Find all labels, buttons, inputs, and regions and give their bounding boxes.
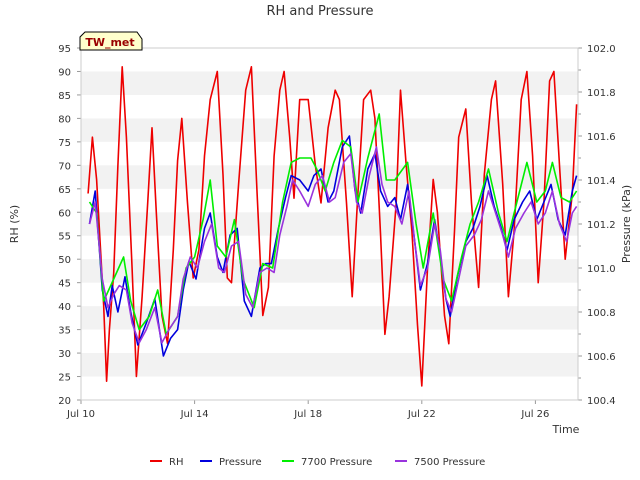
x-tick-label: Jul 14 [180, 409, 209, 420]
series-line-rh [87, 66, 578, 387]
y-left-tick-label: 35 [58, 326, 71, 337]
y-left-tick-label: 95 [58, 44, 71, 55]
y-left-tick-label: 30 [58, 349, 71, 360]
y-right-tick-label: 101.6 [587, 132, 616, 143]
x-axis-ticks: Jul 10 Jul 14 Jul 18 Jul 22 Jul 26 [66, 400, 549, 420]
y-left-tick-label: 20 [58, 396, 71, 407]
grid-band [81, 353, 578, 377]
legend-label-rh: RH [169, 457, 183, 468]
legend-label-pressure: Pressure [219, 457, 262, 468]
y-right-tick-label: 101.2 [587, 220, 616, 231]
grid-band [81, 118, 578, 142]
y-left-tick-label: 85 [58, 91, 71, 102]
y-axis-left-ticks: 20 25 30 35 40 45 50 55 60 65 70 75 80 85 90 95 [58, 44, 81, 407]
y-axis-right-ticks: 100.4 100.6 100.8 101.0 101.2 101.4 101.6 101.8… [578, 44, 616, 407]
y-left-tick-label: 80 [58, 114, 71, 125]
grid-band [81, 259, 578, 283]
chart-title: RH and Pressure [266, 4, 373, 19]
y-right-tick-label: 101.0 [587, 264, 616, 275]
y-right-tick-label: 102.0 [587, 44, 616, 55]
legend-label-7500-pressure: 7500 Pressure [414, 457, 485, 468]
plot-frame [80, 47, 579, 401]
y-right-tick-label: 101.4 [587, 176, 616, 187]
y-left-tick-label: 25 [58, 373, 71, 384]
y-right-tick-label: 100.4 [587, 396, 616, 407]
grid-band [81, 306, 578, 330]
x-tick-label: Jul 26 [520, 409, 549, 420]
tw-met-badge: TW_met [79, 31, 143, 51]
y-left-tick-label: 75 [58, 138, 71, 149]
legend: RH Pressure 7700 Pressure 7500 Pressure [150, 457, 485, 468]
legend-label-7700-pressure: 7700 Pressure [301, 457, 372, 468]
y-left-tick-label: 65 [58, 185, 71, 196]
grid-band [81, 71, 578, 95]
y-axis-right-label: Pressure (kPa) [620, 185, 633, 263]
badge-label: TW_met [85, 36, 134, 49]
series-lines [87, 66, 578, 387]
x-tick-label: Jul 22 [407, 409, 436, 420]
y-right-tick-label: 101.8 [587, 88, 616, 99]
y-right-tick-label: 100.8 [587, 308, 616, 319]
y-left-tick-label: 45 [58, 279, 71, 290]
x-tick-label: Jul 10 [66, 409, 95, 420]
y-left-tick-label: 60 [58, 208, 71, 219]
y-left-tick-label: 55 [58, 232, 71, 243]
y-left-tick-label: 90 [58, 67, 71, 78]
y-axis-left-label: RH (%) [8, 205, 21, 243]
y-left-tick-label: 50 [58, 255, 71, 266]
y-right-tick-label: 100.6 [587, 352, 616, 363]
badge-shape [79, 31, 143, 51]
series-line-7500-pressure [88, 146, 578, 344]
x-tick-label: Jul 18 [293, 409, 322, 420]
y-left-tick-label: 40 [58, 302, 71, 313]
grid-bands [81, 71, 578, 377]
x-axis-label: Time [552, 423, 580, 436]
y-left-tick-label: 70 [58, 161, 71, 172]
